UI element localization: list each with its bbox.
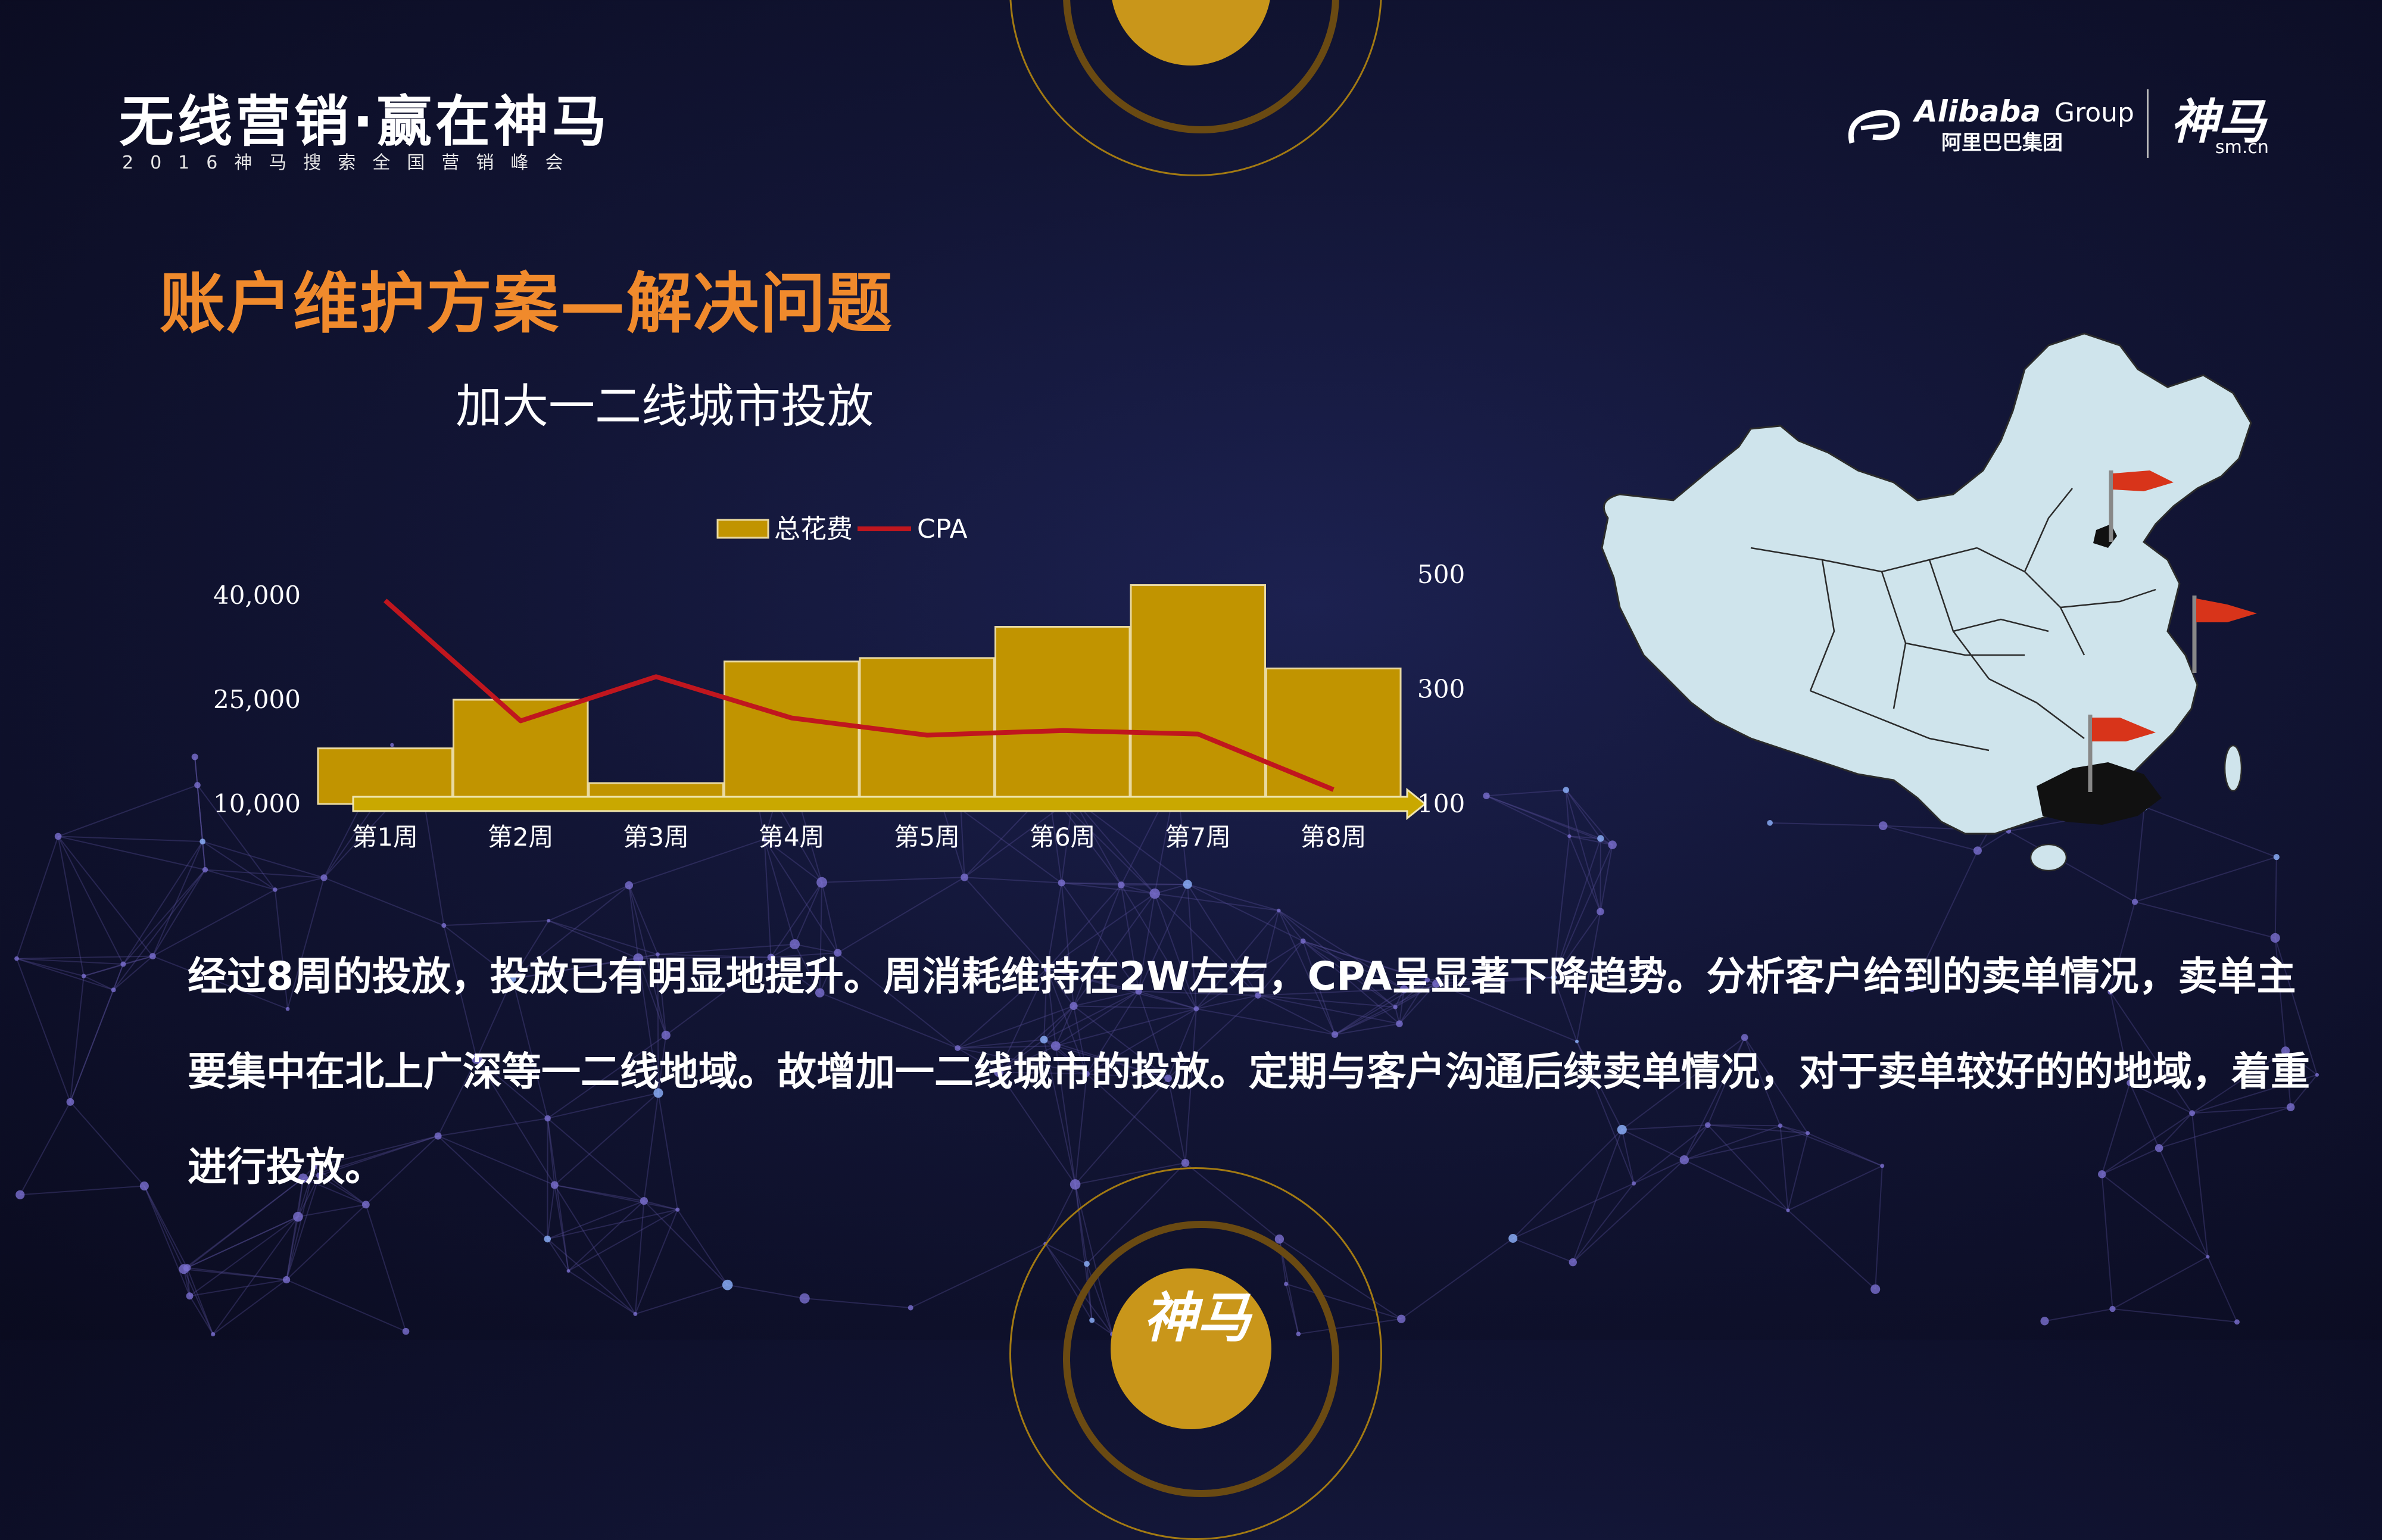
chart-bar (318, 749, 453, 804)
chart-bar (1131, 585, 1265, 805)
chart-bar (725, 662, 859, 804)
y-left-tick-label: 25,000 (213, 685, 301, 714)
flag-shanghai (2194, 596, 2257, 673)
taiwan-island (2225, 746, 2241, 791)
y-right-tick-label: 500 (1417, 560, 1465, 589)
y-right-tick-label: 100 (1417, 789, 1465, 818)
china-mainland (1602, 333, 2251, 834)
y-left-tick-label: 10,000 (213, 789, 301, 818)
x-tick-label: 第6周 (1030, 822, 1096, 852)
legend-label-cpa: CPA (917, 514, 968, 544)
x-tick-label: 第4周 (759, 822, 825, 852)
legend-label-spend: 总花费 (774, 514, 853, 544)
china-map (1572, 322, 2311, 893)
x-tick-label: 第1周 (352, 822, 418, 852)
y-left-tick-label: 40,000 (213, 581, 301, 610)
x-tick-label: 第8周 (1301, 822, 1367, 852)
chart-bar (454, 700, 588, 804)
x-tick-label: 第2周 (488, 822, 554, 852)
body-paragraph: 经过8周的投放，投放已有明显地提升。周消耗维持在2W左右，CPA呈显著下降趋势。… (188, 929, 2314, 1215)
x-tick-label: 第7周 (1165, 822, 1231, 852)
x-tick-label: 第3周 (623, 822, 689, 852)
legend-swatch-spend (718, 520, 768, 538)
y-right-tick-label: 300 (1417, 675, 1465, 704)
bottom-badge: 神马 (1143, 1274, 1251, 1352)
hainan-island (2031, 844, 2066, 871)
chart-bar (996, 627, 1130, 805)
x-tick-label: 第5周 (894, 822, 960, 852)
chart-bar (1267, 669, 1401, 805)
